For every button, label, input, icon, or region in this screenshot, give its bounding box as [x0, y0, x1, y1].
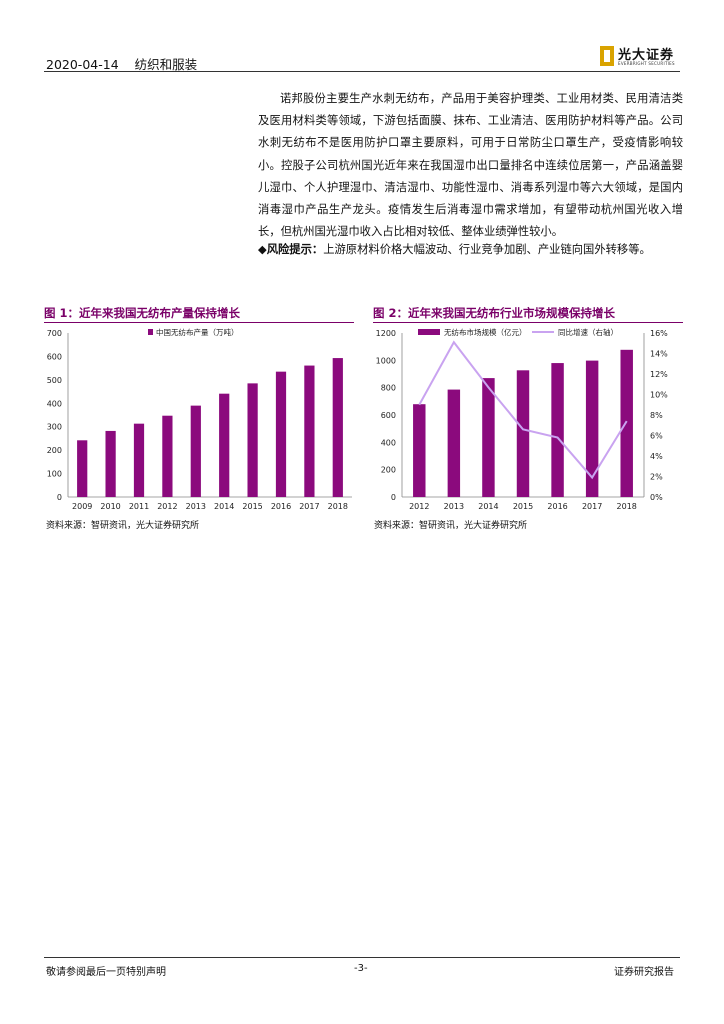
figure1-title: 图 1：近年来我国无纺布产量保持增长 [44, 306, 241, 320]
figure2-title: 图 2：近年来我国无纺布行业市场规模保持增长 [373, 306, 616, 320]
y-tick-label: 400 [47, 399, 62, 408]
figure1-chart: 0 100 200 300 400 500 600 700 2009 2010 2011 2012 20… [47, 327, 352, 511]
risk-label: 风险提示： [266, 243, 324, 256]
legend-swatch-bars [418, 329, 440, 335]
y-tick-label: 1000 [376, 356, 396, 365]
y-tick-label: 200 [381, 466, 396, 475]
x-tick-label: 2017 [582, 502, 602, 511]
bar [247, 383, 258, 497]
x-tick-label: 2013 [444, 502, 464, 511]
y2-tick-label: 10% [650, 391, 668, 400]
bar [105, 430, 116, 497]
figure2-title-rule [373, 322, 683, 323]
x-tick-label: 2012 [157, 502, 177, 511]
y-tick-label: 200 [47, 446, 62, 455]
bar [413, 404, 426, 497]
figure2-source: 资料来源：智研资讯，光大证券研究所 [374, 521, 528, 531]
x-tick-label: 2018 [617, 502, 637, 511]
y2-tick-label: 4% [650, 452, 663, 461]
bar [219, 393, 230, 497]
x-tick-label: 2018 [328, 502, 348, 511]
x-tick-label: 2010 [100, 502, 120, 511]
diamond-icon: ◆ [258, 243, 267, 256]
bar [190, 405, 201, 497]
y2-tick-label: 14% [650, 350, 668, 359]
x-tick-label: 2012 [409, 502, 429, 511]
figure1-source: 资料来源：智研资讯，光大证券研究所 [46, 521, 200, 531]
legend-label: 中国无纺布产量（万吨） [156, 327, 239, 337]
footer-report-type: 证券研究报告 [614, 967, 674, 978]
figure2-chart: 0 200 400 600 800 1000 1200 0% 2% 4% 6% 8% 10% 12% 14%… [376, 327, 669, 511]
x-tick-label: 2013 [186, 502, 206, 511]
bar [620, 349, 633, 497]
x-tick-label: 2011 [129, 502, 149, 511]
y-tick-label: 300 [47, 423, 62, 432]
bar [304, 365, 315, 497]
logo-subtext: EVERBRIGHT SECURITIES [618, 61, 675, 66]
bar [275, 371, 287, 497]
y-tick-label: 600 [47, 352, 62, 361]
risk-note: ◆风险提示：上游原材料价格大幅波动、行业竞争加剧、产业链向国外转移等。 [258, 239, 683, 261]
legend-swatch [148, 329, 153, 335]
bar [482, 378, 495, 497]
y-tick-label: 500 [47, 376, 62, 385]
x-tick-label: 2016 [547, 502, 567, 511]
bar [332, 358, 343, 497]
header-left: 2020-04-14 纺织和服装 [46, 54, 209, 73]
y-tick-label: 400 [381, 438, 396, 447]
logo-text: 光大证券 [618, 48, 675, 63]
legend-label-line: 同比增速（右轴） [558, 327, 618, 337]
y2-tick-label: 6% [650, 432, 663, 441]
growth-rate-line [418, 340, 628, 480]
logo-mark-icon [600, 46, 614, 66]
body-paragraph: 诺邦股份主要生产水刺无纺布，产品用于美容护理类、工业用材类、民用清洁类及医用材料… [258, 92, 683, 239]
report-section: 纺织和服装 [134, 57, 198, 72]
y-tick-label: 0 [391, 493, 396, 502]
bar [585, 360, 599, 497]
figure1-title-rule [44, 322, 354, 323]
bar [447, 389, 461, 497]
y2-tick-label: 12% [650, 370, 668, 379]
footer-rule [44, 957, 680, 958]
x-tick-label: 2017 [299, 502, 319, 511]
y-tick-label: 1200 [376, 329, 396, 338]
bar [77, 440, 88, 497]
report-date: 2020-04-14 [46, 57, 119, 72]
risk-text: 上游原材料价格大幅波动、行业竞争加剧、产业链向国外转移等。 [323, 243, 651, 256]
bar [162, 415, 173, 497]
header-rule [44, 71, 680, 72]
y-tick-label: 100 [47, 470, 62, 479]
page-number: -3- [354, 963, 368, 974]
x-tick-label: 2009 [72, 502, 92, 511]
footer-disclaimer: 敬请参阅最后一页特别声明 [46, 967, 166, 978]
bar [133, 423, 145, 497]
x-tick-label: 2015 [513, 502, 533, 511]
y-tick-label: 600 [381, 411, 396, 420]
y-tick-label: 0 [57, 493, 62, 502]
y-tick-label: 700 [47, 329, 62, 338]
bar [516, 370, 530, 497]
y-tick-label: 800 [381, 384, 396, 393]
y2-tick-label: 2% [650, 473, 663, 482]
y2-tick-label: 0% [650, 493, 663, 502]
x-tick-label: 2014 [214, 502, 234, 511]
x-tick-label: 2015 [242, 502, 262, 511]
x-tick-label: 2016 [271, 502, 291, 511]
bar [551, 363, 564, 497]
y2-tick-label: 16% [650, 329, 668, 338]
company-logo: 光大证券 EVERBRIGHT SECURITIES [600, 44, 690, 68]
x-tick-label: 2014 [478, 502, 498, 511]
legend-label-bars: 无纺布市场规模（亿元） [444, 327, 527, 337]
y2-tick-label: 8% [650, 411, 663, 420]
